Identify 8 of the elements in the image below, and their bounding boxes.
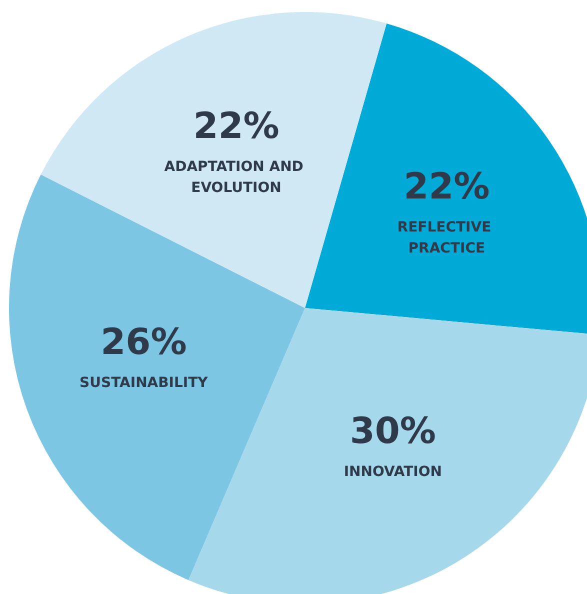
slice-label: REFLECTIVE PRACTICE	[397, 220, 496, 257]
slice-label: ADAPTATION AND EVOLUTION	[164, 159, 308, 196]
data-label: 22%	[404, 166, 490, 208]
data-label: 26%	[100, 322, 187, 364]
data-label: 30%	[350, 410, 436, 452]
slice-label: SUSTAINABILITY	[80, 375, 209, 392]
data-label: 22%	[193, 106, 280, 148]
slice-label: INNOVATION	[344, 464, 442, 480]
